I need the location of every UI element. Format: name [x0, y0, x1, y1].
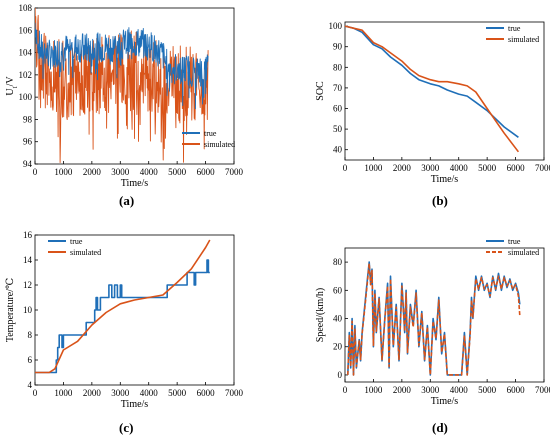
series-line-true — [35, 259, 210, 374]
y-axis-label: Ut/V — [5, 76, 19, 96]
legend-label-simulated: simulated — [508, 248, 539, 257]
x-axis-label: Time/s — [431, 174, 459, 185]
caption-b: (b) — [432, 193, 448, 208]
x-tick-label: 2000 — [83, 167, 102, 177]
x-tick-label: 3000 — [111, 167, 130, 177]
y-tick-label: 80 — [333, 62, 343, 72]
x-tick-label: 5000 — [478, 163, 497, 173]
x-tick-label: 0 — [343, 163, 348, 173]
y-axis-label: Temperature/℃ — [5, 278, 16, 342]
y-tick-label: 102 — [19, 70, 33, 80]
x-tick-label: 7000 — [535, 385, 550, 395]
y-tick-label: 70 — [333, 83, 343, 93]
x-tick-label: 1000 — [364, 385, 383, 395]
y-tick-label: 50 — [333, 124, 343, 134]
y-tick-label: 4 — [28, 380, 33, 390]
y-tick-label: 80 — [333, 257, 343, 267]
plot-frame — [34, 234, 235, 386]
x-tick-label: 2000 — [83, 388, 102, 398]
x-tick-label: 4000 — [140, 167, 159, 177]
y-tick-label: 8 — [28, 330, 33, 340]
y-tick-label: 12 — [23, 280, 32, 290]
legend-label-simulated: simulated — [70, 248, 101, 257]
legend-label-true: true — [70, 237, 83, 246]
y-axis-label: SOC — [315, 81, 326, 101]
x-axis-label: Time/s — [431, 396, 459, 407]
x-tick-label: 6000 — [507, 163, 526, 173]
legend-label-true: true — [508, 237, 521, 246]
legend-label-simulated: simulated — [204, 140, 235, 149]
x-tick-label: 2000 — [393, 163, 412, 173]
x-tick-label: 5000 — [168, 388, 187, 398]
x-tick-label: 3000 — [421, 385, 440, 395]
x-tick-label: 1000 — [364, 163, 383, 173]
x-tick-label: 3000 — [111, 388, 130, 398]
chart-panel-b: 0 1000 2000 3000 4000 5000 6000 7000 40 50 60 70 80 9… — [315, 21, 550, 185]
caption-c: (c) — [119, 420, 134, 435]
y-tick-label: 16 — [23, 230, 33, 240]
x-tick-label: 7000 — [225, 388, 244, 398]
y-tick-label: 98 — [23, 114, 33, 124]
x-axis-label: Time/s — [121, 399, 149, 410]
plot-frame — [34, 7, 235, 165]
x-tick-label: 0 — [33, 167, 38, 177]
y-tick-label: 20 — [333, 342, 343, 352]
x-tick-label: 0 — [33, 388, 38, 398]
y-tick-label: 14 — [23, 255, 33, 265]
series-line-true — [345, 25, 519, 138]
y-tick-label: 40 — [333, 145, 343, 155]
caption-a: (a) — [119, 193, 135, 208]
series-line-simulated — [347, 262, 521, 376]
y-tick-label: 10 — [23, 305, 33, 315]
y-tick-label: 94 — [23, 159, 33, 169]
x-tick-label: 5000 — [168, 167, 187, 177]
y-tick-label: 6 — [28, 355, 33, 365]
caption-d: (d) — [432, 420, 448, 435]
x-tick-label: 6000 — [197, 167, 216, 177]
x-tick-label: 4000 — [450, 385, 469, 395]
y-tick-label: 40 — [333, 314, 343, 324]
chart-panel-c: 0 1000 2000 3000 4000 5000 6000 7000 4 6 8 10 12 14 16… — [5, 230, 244, 410]
y-tick-label: 106 — [19, 25, 33, 35]
x-tick-label: 1000 — [54, 167, 73, 177]
y-tick-label: 108 — [19, 3, 33, 13]
x-tick-label: 4000 — [450, 163, 469, 173]
y-tick-label: 90 — [333, 42, 343, 52]
y-tick-label: 60 — [333, 104, 343, 114]
x-tick-label: 1000 — [54, 388, 73, 398]
x-tick-label: 4000 — [140, 388, 159, 398]
legend-label-simulated: simulated — [508, 35, 539, 44]
plot-frame — [344, 21, 545, 161]
y-tick-label: 100 — [329, 21, 343, 31]
y-tick-label: 104 — [19, 48, 33, 58]
x-tick-label: 6000 — [197, 388, 216, 398]
x-tick-label: 5000 — [478, 385, 497, 395]
x-tick-label: 6000 — [507, 385, 526, 395]
x-tick-label: 0 — [343, 385, 348, 395]
y-tick-label: 60 — [333, 285, 343, 295]
legend-label-true: true — [508, 24, 521, 33]
series-line-simulated — [345, 25, 520, 153]
y-tick-label: 0 — [338, 370, 343, 380]
y-tick-label: 96 — [23, 137, 33, 147]
legend-label-true: true — [204, 129, 217, 138]
y-axis-label: Speed/(km/h) — [315, 288, 326, 342]
series-line-true — [35, 22, 209, 110]
chart-panel-d: 0 1000 2000 3000 4000 5000 6000 7000 0 20 40 60 80 Ti… — [315, 237, 550, 407]
x-tick-label: 7000 — [225, 167, 244, 177]
chart-panel-a: 0 1000 2000 3000 4000 5000 6000 7000 94 96 98 100 10… — [5, 3, 244, 189]
x-axis-label: Time/s — [121, 178, 149, 189]
y-tick-label: 100 — [19, 92, 33, 102]
x-tick-label: 3000 — [421, 163, 440, 173]
plot-frame — [344, 247, 545, 383]
x-tick-label: 2000 — [393, 385, 412, 395]
series-line-simulated — [35, 8, 209, 163]
x-tick-label: 7000 — [535, 163, 550, 173]
series-line-simulated — [35, 239, 211, 374]
